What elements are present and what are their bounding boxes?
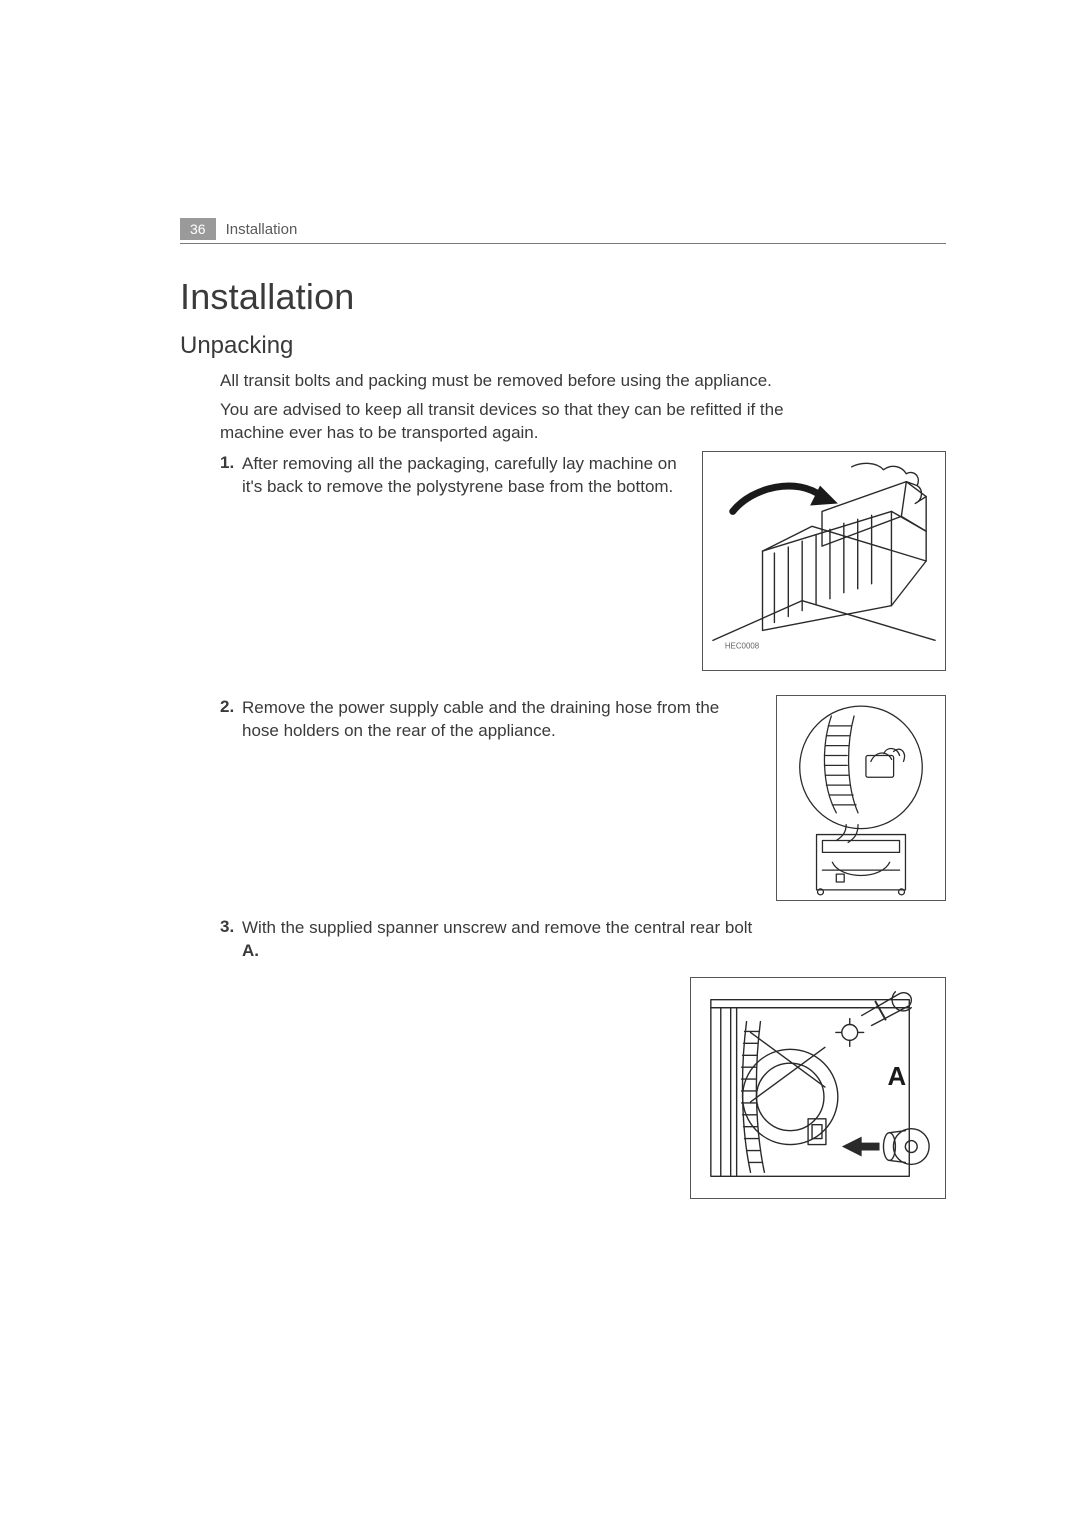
remove-bolt-illustration-icon: A xyxy=(691,977,945,1199)
step-2-row: 2. Remove the power supply cable and the… xyxy=(220,695,946,901)
list-item: 3. With the supplied spanner unscrew and… xyxy=(220,917,760,963)
page-number-badge: 36 xyxy=(180,218,216,240)
figure-rear-hoses xyxy=(776,695,946,901)
page-content: 36 Installation Installation Unpacking A… xyxy=(180,218,946,1199)
figure-3-wrap: A xyxy=(220,977,946,1199)
step-3-row: 3. With the supplied spanner unscrew and… xyxy=(220,917,760,963)
step-text: With the supplied spanner unscrew and re… xyxy=(242,917,760,963)
running-header: 36 Installation xyxy=(180,218,946,244)
unpacking-illustration-icon: HEC0008 xyxy=(703,451,945,671)
page-title: Installation xyxy=(180,276,946,318)
intro-paragraph: You are advised to keep all transit devi… xyxy=(220,399,820,445)
intro-paragraph: All transit bolts and packing must be re… xyxy=(220,370,946,393)
rear-hoses-illustration-icon xyxy=(777,695,945,901)
step-text-bold: A. xyxy=(242,941,259,960)
step-1-row: 1. After removing all the packaging, car… xyxy=(220,451,946,671)
figure-bolt-label: A xyxy=(887,1063,906,1091)
figure-unpacking: HEC0008 xyxy=(702,451,946,671)
body: All transit bolts and packing must be re… xyxy=(220,370,946,1199)
step-number: 3. xyxy=(220,917,242,963)
figure-code: HEC0008 xyxy=(725,641,760,650)
step-text: Remove the power supply cable and the dr… xyxy=(242,697,758,743)
step-number: 2. xyxy=(220,697,242,743)
step-number: 1. xyxy=(220,453,242,499)
figure-remove-bolt: A xyxy=(690,977,946,1199)
list-item: 1. After removing all the packaging, car… xyxy=(220,453,696,499)
header-section-label: Installation xyxy=(226,221,298,238)
step-text: After removing all the packaging, carefu… xyxy=(242,453,696,499)
list-item: 2. Remove the power supply cable and the… xyxy=(220,697,758,743)
section-heading: Unpacking xyxy=(180,332,946,360)
step-text-part: With the supplied spanner unscrew and re… xyxy=(242,918,752,937)
